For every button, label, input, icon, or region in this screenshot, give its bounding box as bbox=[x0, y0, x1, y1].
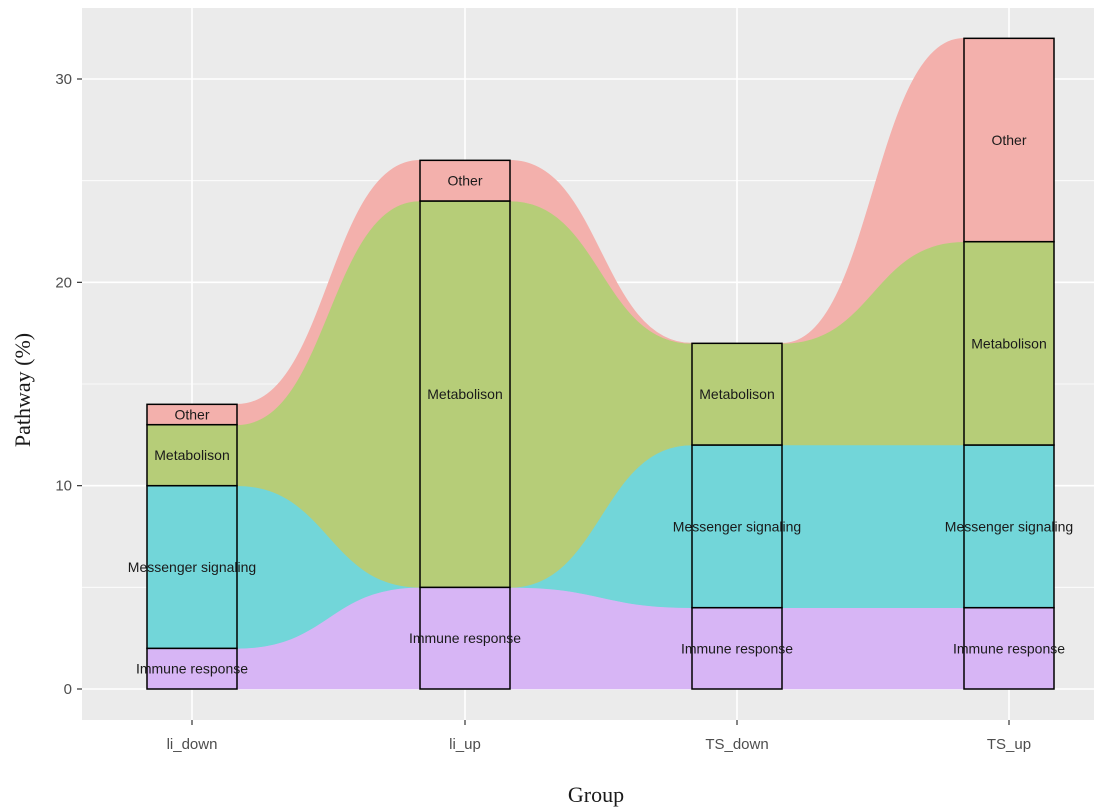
x-tick-label: li_up bbox=[449, 736, 481, 753]
bar-segment-immune-response bbox=[146, 647, 238, 690]
flow-immune-response bbox=[781, 607, 965, 690]
label-metabolison: Metabolison bbox=[971, 335, 1047, 351]
bar-segment-metabolison bbox=[146, 423, 238, 487]
bar-segment-other bbox=[419, 159, 511, 202]
x-tick-label: li_down bbox=[167, 736, 218, 753]
stacked-bars bbox=[146, 37, 1055, 690]
bar-segment-immune-response bbox=[963, 606, 1055, 690]
bar-segment-metabolison bbox=[691, 342, 783, 446]
y-tick-label: 30 bbox=[55, 71, 72, 88]
bar-segment-other bbox=[146, 403, 238, 426]
bar-segment-messenger-signaling bbox=[691, 444, 783, 609]
label-metabolison: Metabolison bbox=[699, 386, 775, 402]
flow-messenger-signaling bbox=[781, 444, 965, 608]
label-metabolison: Metabolison bbox=[154, 447, 230, 463]
x-tick-label: TS_down bbox=[705, 736, 768, 753]
bar-segment-messenger-signaling bbox=[963, 444, 1055, 609]
flow-areas bbox=[236, 38, 965, 690]
y-tick-label: 20 bbox=[55, 274, 72, 291]
label-other: Other bbox=[447, 173, 482, 189]
x-tick-label: TS_up bbox=[987, 736, 1031, 753]
y-tick-label: 0 bbox=[64, 681, 72, 698]
flow-other bbox=[781, 38, 965, 344]
segment-labels: Immune response Messenger signaling Metabo… bbox=[128, 132, 1073, 677]
label-immune-response: Immune response bbox=[953, 640, 1065, 656]
label-messenger-signaling: Messenger signaling bbox=[128, 559, 256, 575]
label-immune-response: Immune response bbox=[409, 630, 521, 646]
bar-segment-metabolison bbox=[419, 200, 511, 589]
label-immune-response: Immune response bbox=[136, 661, 248, 677]
bar-segment-immune-response bbox=[691, 606, 783, 690]
label-immune-response: Immune response bbox=[681, 640, 793, 656]
label-other: Other bbox=[174, 407, 209, 423]
axes: 0 10 20 30 li_down li_up TS_down TS_up bbox=[55, 71, 1031, 753]
label-other: Other bbox=[991, 132, 1026, 148]
bar-segment-other bbox=[963, 37, 1055, 243]
y-tick-label: 10 bbox=[55, 478, 72, 495]
y-axis-title: Pathway (%) bbox=[10, 333, 35, 447]
label-metabolison: Metabolison bbox=[427, 386, 503, 402]
bar-segment-messenger-signaling bbox=[146, 484, 238, 650]
x-axis-title: Group bbox=[568, 782, 624, 807]
bar-segment-immune-response bbox=[419, 586, 511, 690]
label-messenger-signaling: Messenger signaling bbox=[945, 518, 1073, 534]
label-messenger-signaling: Messenger signaling bbox=[673, 518, 801, 534]
